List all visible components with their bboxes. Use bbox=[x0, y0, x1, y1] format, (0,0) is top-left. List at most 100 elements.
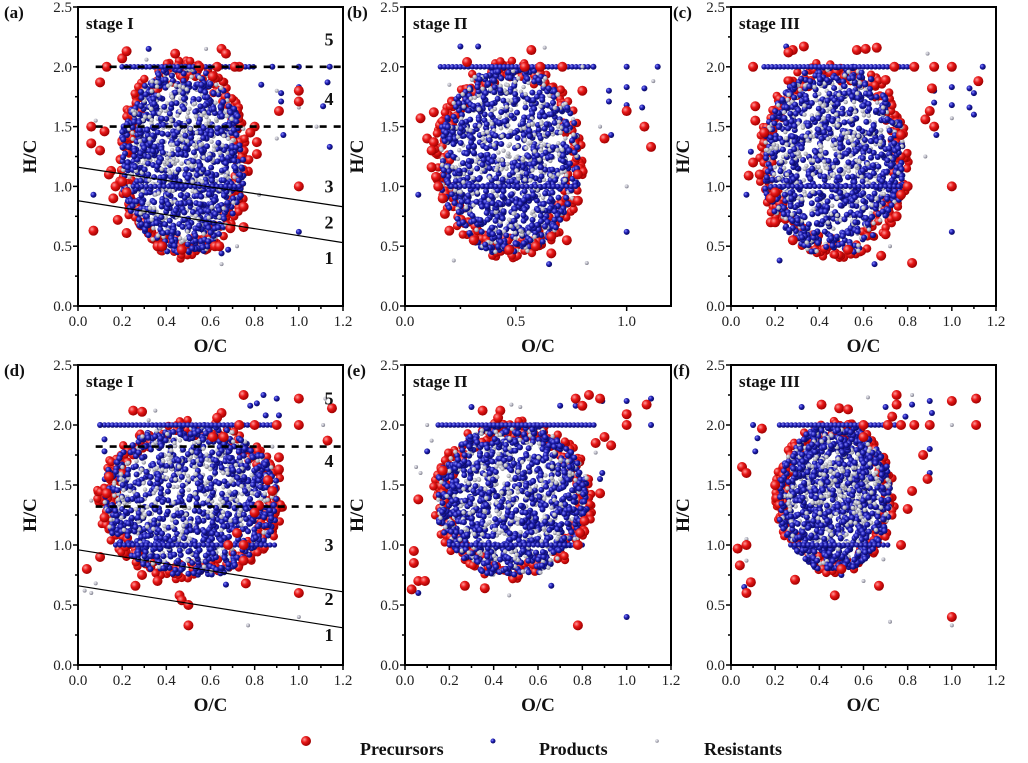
product-point bbox=[823, 243, 830, 250]
product-point bbox=[134, 210, 141, 217]
product-point bbox=[326, 63, 333, 70]
stage-label: stage I bbox=[86, 14, 134, 33]
region-label: 1 bbox=[325, 248, 334, 268]
product-point bbox=[502, 118, 509, 125]
resistant-point bbox=[834, 213, 840, 218]
resistant-point bbox=[525, 248, 530, 253]
resistant-point bbox=[844, 130, 850, 136]
product-point bbox=[463, 150, 470, 157]
product-point bbox=[549, 144, 556, 151]
product-point bbox=[230, 127, 237, 134]
product-point bbox=[868, 127, 875, 134]
region-label: 2 bbox=[325, 212, 334, 232]
product-point bbox=[178, 150, 185, 157]
product-point bbox=[488, 193, 495, 200]
product-point bbox=[531, 160, 538, 167]
product-point bbox=[167, 173, 174, 180]
product-point bbox=[166, 110, 173, 117]
resistant-point bbox=[476, 107, 481, 112]
resistant-point bbox=[127, 174, 132, 180]
product-point bbox=[819, 218, 826, 225]
product-point bbox=[168, 72, 175, 79]
resistant-point bbox=[875, 100, 880, 105]
product-point bbox=[815, 115, 822, 122]
product-point bbox=[787, 203, 794, 210]
product-point bbox=[535, 226, 542, 233]
precursor-point bbox=[546, 248, 557, 259]
product-point bbox=[220, 215, 227, 222]
product-point bbox=[933, 131, 940, 138]
product-point bbox=[218, 183, 225, 189]
resistant-point bbox=[496, 157, 501, 162]
resistant-point bbox=[508, 128, 514, 134]
product-point bbox=[563, 127, 570, 134]
product-point bbox=[448, 183, 455, 189]
product-point bbox=[884, 157, 891, 164]
product-point bbox=[190, 158, 197, 165]
product-point bbox=[868, 214, 875, 221]
resistant-point bbox=[440, 162, 445, 168]
resistant-point bbox=[547, 93, 552, 98]
precursor-point bbox=[743, 170, 754, 181]
product-point bbox=[203, 70, 210, 77]
product-point bbox=[816, 76, 823, 83]
product-point bbox=[183, 166, 190, 173]
product-point bbox=[515, 183, 521, 189]
resistant-point bbox=[177, 108, 183, 114]
resistant-point bbox=[451, 258, 456, 263]
precursor-point bbox=[117, 176, 128, 187]
resistant-point bbox=[216, 214, 222, 220]
x-tick-label: 0.6 bbox=[201, 314, 220, 330]
resistant-point bbox=[539, 121, 544, 126]
product-point bbox=[138, 94, 145, 101]
product-point bbox=[212, 211, 219, 218]
resistant-point bbox=[530, 209, 536, 214]
resistant-point bbox=[835, 117, 841, 123]
y-tick-label: 0.5 bbox=[706, 239, 725, 255]
resistant-point bbox=[896, 170, 901, 176]
product-point bbox=[182, 132, 189, 139]
resistant-point bbox=[852, 109, 858, 115]
precursor-point bbox=[891, 211, 902, 222]
precursor-point bbox=[924, 106, 935, 117]
resistant-point bbox=[537, 157, 542, 162]
product-point bbox=[779, 96, 786, 103]
resistant-point bbox=[457, 148, 462, 153]
precursor-point bbox=[750, 115, 761, 126]
product-point bbox=[492, 132, 499, 139]
product-point bbox=[152, 183, 158, 189]
product-point bbox=[552, 224, 559, 231]
product-point bbox=[771, 208, 778, 215]
product-point bbox=[529, 216, 536, 223]
product-point bbox=[180, 77, 187, 84]
product-point bbox=[484, 183, 490, 189]
precursor-point bbox=[860, 43, 871, 54]
product-point bbox=[458, 125, 465, 132]
product-point bbox=[182, 200, 189, 207]
product-point bbox=[479, 183, 486, 189]
product-point bbox=[179, 183, 185, 189]
panel-c: 0.0 0.2 0.4 0.6 0.8 1.0 1.20.00.51.01.52.02.5O… bbox=[673, 0, 1005, 357]
product-point bbox=[216, 231, 223, 238]
resistant-point bbox=[472, 74, 477, 80]
product-point bbox=[860, 190, 867, 197]
x-axis-title: O/C bbox=[521, 336, 555, 357]
solid-reference-line bbox=[78, 166, 343, 208]
region-label: 5 bbox=[325, 29, 334, 49]
product-point bbox=[229, 210, 236, 217]
product-point bbox=[791, 123, 798, 130]
product-point bbox=[142, 91, 149, 98]
product-point bbox=[468, 139, 475, 146]
product-point bbox=[790, 183, 796, 189]
product-point bbox=[573, 183, 579, 189]
resistant-point bbox=[499, 157, 505, 163]
resistant-point bbox=[452, 188, 458, 193]
product-point bbox=[870, 162, 877, 169]
resistant-point bbox=[530, 168, 535, 173]
product-point bbox=[843, 198, 850, 205]
product-point bbox=[232, 183, 238, 189]
product-point bbox=[808, 248, 815, 255]
product-point bbox=[462, 183, 468, 189]
resistant-point bbox=[480, 167, 486, 172]
region-label: 3 bbox=[325, 176, 334, 196]
